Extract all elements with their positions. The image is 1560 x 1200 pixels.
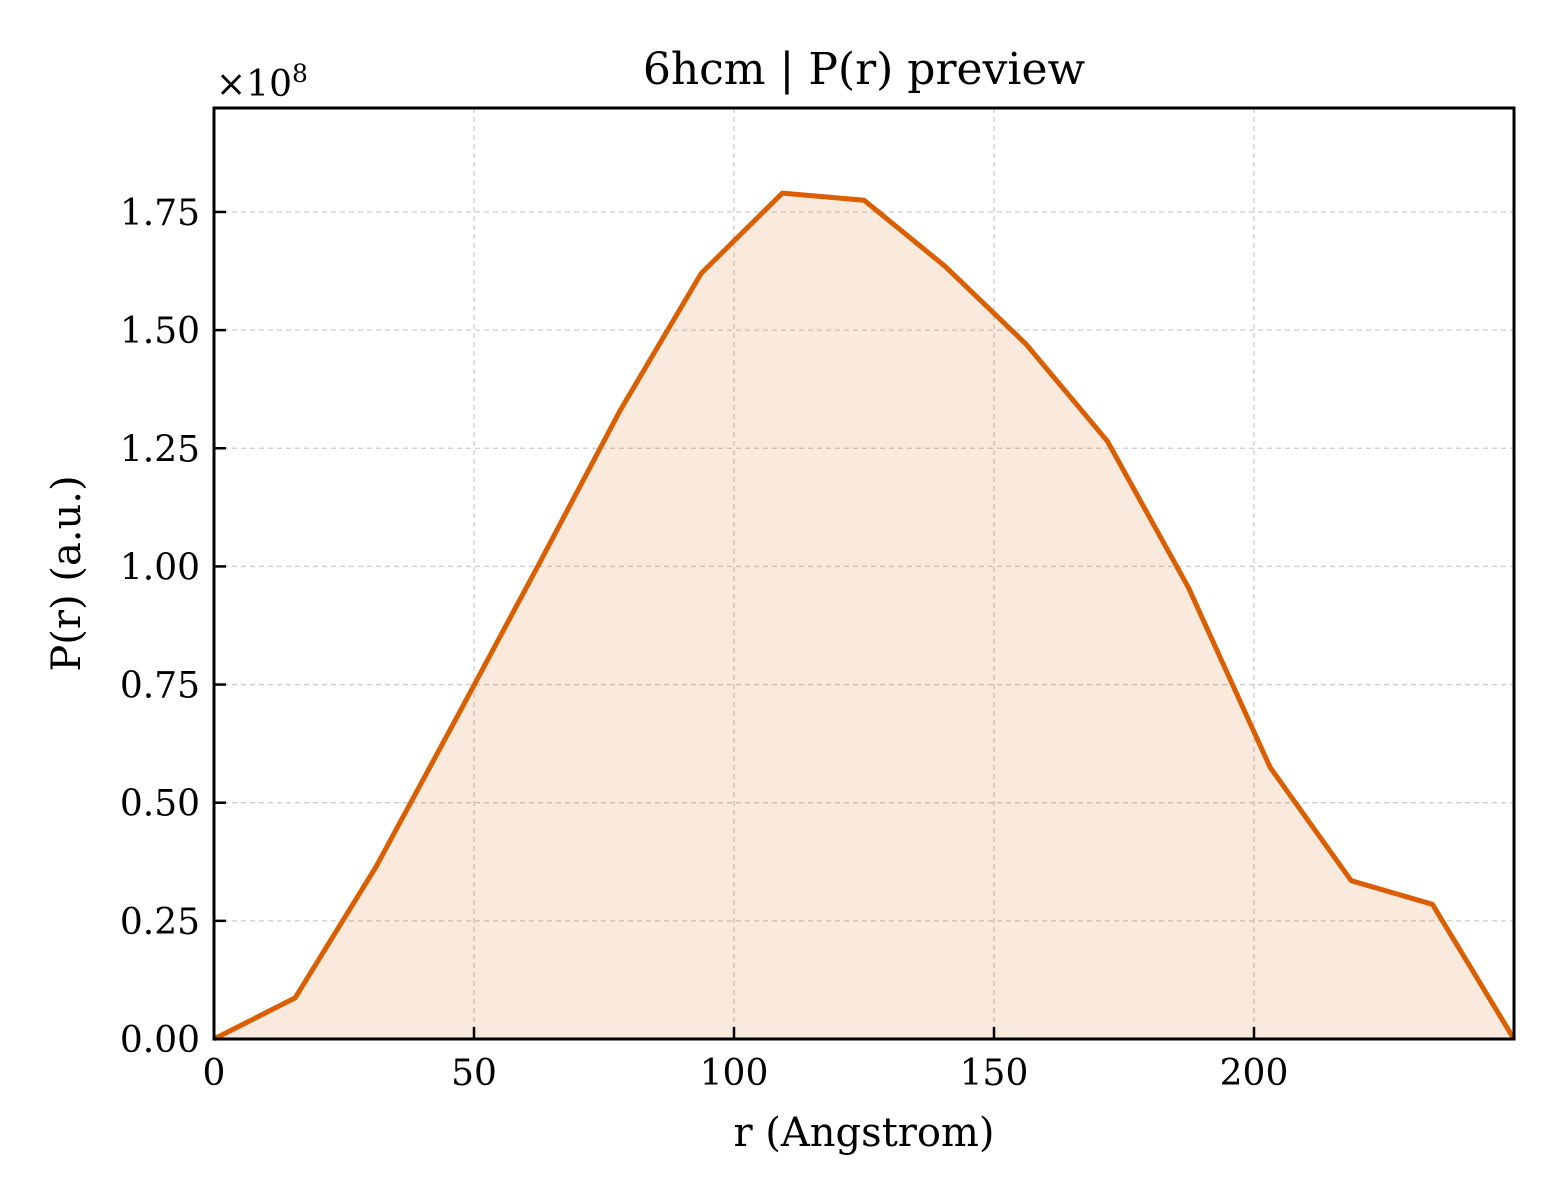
- y-multiplier-exponent: 8: [292, 59, 308, 88]
- x-tick-label: 150: [960, 1053, 1029, 1094]
- chart-title: 6hcm | P(r) preview: [643, 44, 1086, 95]
- y-tick-label: 1.50: [120, 311, 200, 352]
- y-tick-label: 0.00: [120, 1020, 200, 1061]
- y-axis-label: P(r) (a.u.): [44, 475, 90, 671]
- plot-frame: [212, 106, 1516, 1041]
- grid: [214, 108, 1514, 1039]
- y-tick-label: 0.75: [120, 666, 200, 707]
- x-tick-label: 0: [203, 1053, 226, 1094]
- y-tick-label: 1.00: [120, 547, 200, 588]
- y-tick-label: 1.75: [120, 193, 200, 234]
- pr-area-fill: [214, 193, 1514, 1040]
- x-tick-label: 200: [1220, 1053, 1289, 1094]
- pr-series-line: [212, 190, 1517, 1042]
- x-tick-label: 100: [700, 1053, 769, 1094]
- y-axis-multiplier: ×108: [216, 59, 308, 105]
- axis-ticks: 0 50 100 150 200 0.00 0.25 0.50 0.75 1.00 1.25 1.50…: [120, 193, 1289, 1094]
- x-axis-label: r (Angstrom): [733, 1110, 994, 1156]
- y-tick-label: 1.25: [120, 429, 200, 470]
- x-tick-label: 50: [451, 1053, 497, 1094]
- y-tick-label: 0.25: [120, 902, 200, 943]
- y-multiplier-base: ×10: [216, 64, 292, 105]
- y-tick-label: 0.50: [120, 784, 200, 825]
